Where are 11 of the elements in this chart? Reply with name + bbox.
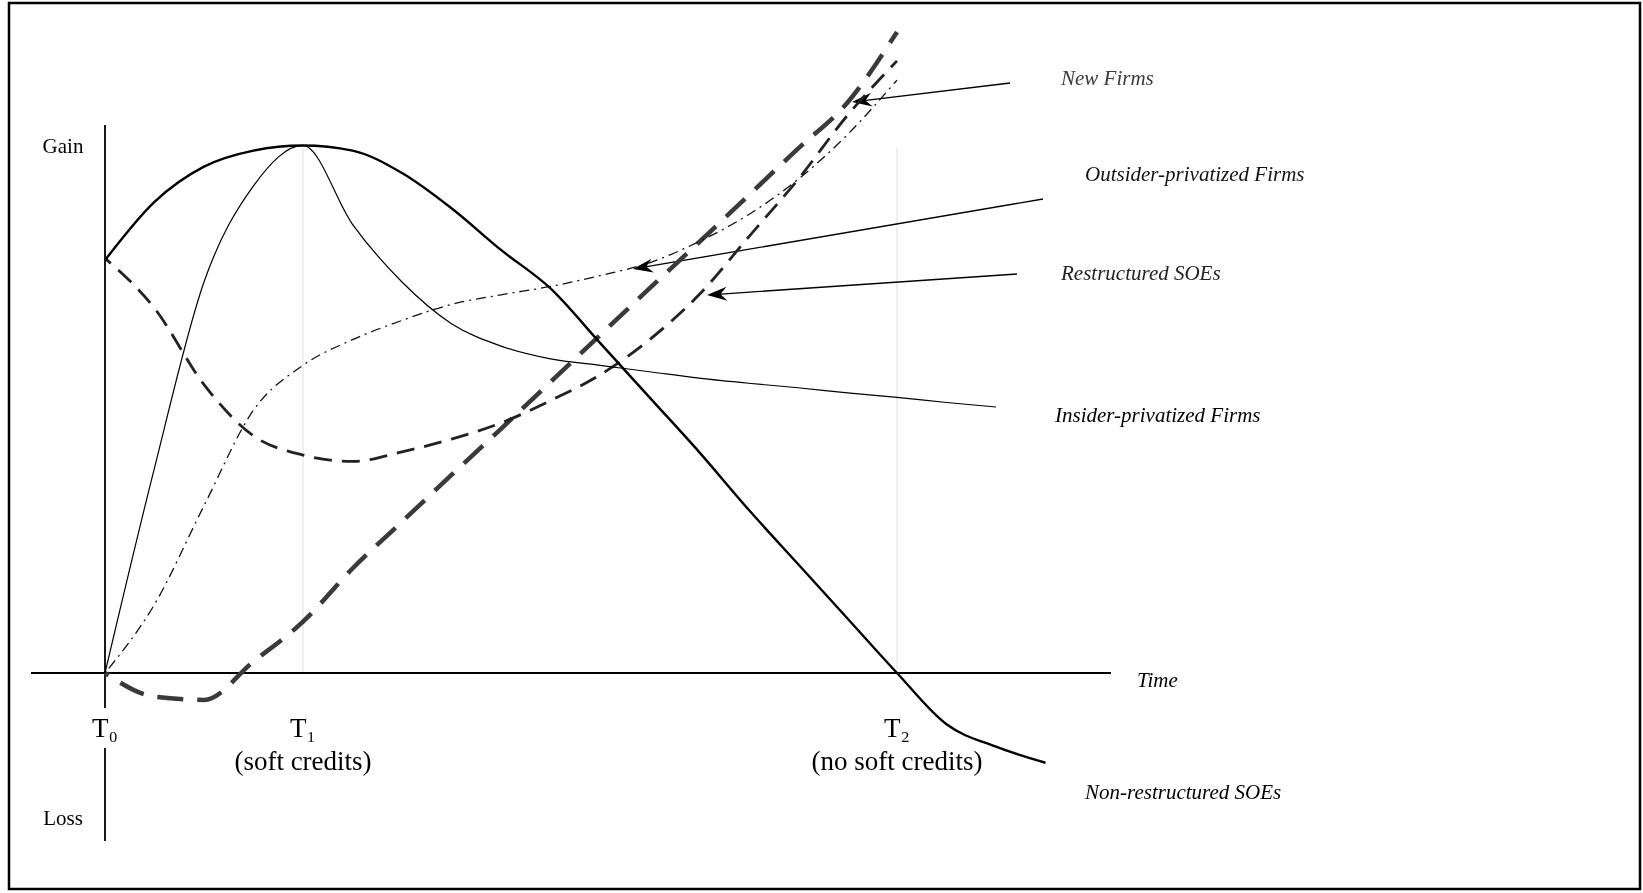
text: Insider-privatized Firms: [1054, 403, 1261, 427]
x-tick-label: T₀: [92, 713, 118, 743]
x-tick-label: T₂ (no soft credits): [811, 713, 983, 776]
text: Non-restructured SOEs: [1084, 780, 1282, 804]
x-tick-label: T₁ (soft credits): [234, 713, 372, 776]
text: New Firms: [1060, 66, 1154, 90]
annotation: Gain: [42, 134, 84, 158]
text: Restructured SOEs: [1060, 261, 1221, 285]
x-axis-title: Time: [1137, 668, 1178, 692]
text: Outsider-privatized Firms: [1085, 162, 1305, 186]
text: Loss: [43, 806, 83, 830]
